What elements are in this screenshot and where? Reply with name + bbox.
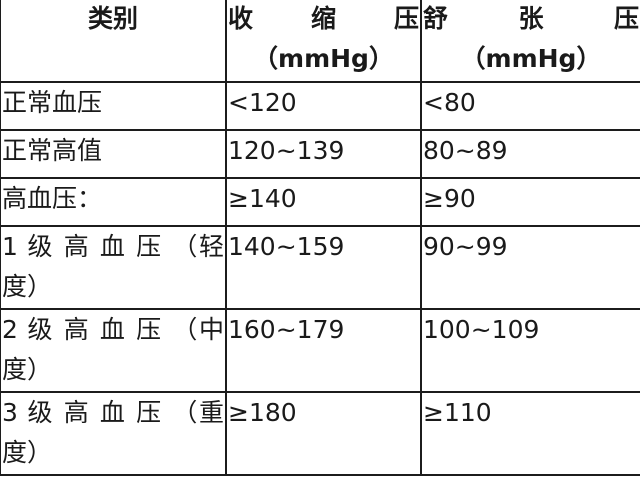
diastolic-cell: 90~99: [420, 225, 640, 310]
diastolic-cell: ≥90: [420, 177, 640, 227]
table-row: 正常高值 120~139 80~89: [0, 129, 640, 179]
systolic-cell: ≥140: [225, 177, 422, 227]
table-row: 2 级 高 血 压 （中 度） 160~179 100~109: [0, 308, 640, 393]
diastolic-cell: 80~89: [420, 129, 640, 179]
category-cell: 1 级 高 血 压 （轻 度）: [0, 225, 227, 310]
systolic-cell: 120~139: [225, 129, 422, 179]
systolic-cell: <120: [225, 81, 422, 131]
table-row: 1 级 高 血 压 （轻 度） 140~159 90~99: [0, 225, 640, 310]
header-diastolic: 舒 张 压（mmHg）: [420, 0, 640, 83]
table-row: 高血压： ≥140 ≥90: [0, 177, 640, 227]
diastolic-cell: 100~109: [420, 308, 640, 393]
category-cell: 高血压：: [0, 177, 227, 227]
table-row: 3 级 高 血 压 （重 度） ≥180 ≥110: [0, 391, 640, 476]
header-category: 类别: [0, 0, 227, 83]
category-cell: 正常高值: [0, 129, 227, 179]
category-cell: 正常血压: [0, 81, 227, 131]
table-row: 正常血压 <120 <80: [0, 81, 640, 131]
diastolic-cell: ≥110: [420, 391, 640, 476]
diastolic-cell: <80: [420, 81, 640, 131]
systolic-cell: 160~179: [225, 308, 422, 393]
category-cell: 3 级 高 血 压 （重 度）: [0, 391, 227, 476]
systolic-cell: 140~159: [225, 225, 422, 310]
category-cell: 2 级 高 血 压 （中 度）: [0, 308, 227, 393]
header-row: 类别 收 缩 压（mmHg） 舒 张 压（mmHg）: [0, 0, 640, 83]
blood-pressure-table: 类别 收 缩 压（mmHg） 舒 张 压（mmHg） 正常血压 <120 <80…: [0, 0, 640, 476]
header-systolic: 收 缩 压（mmHg）: [225, 0, 422, 83]
systolic-cell: ≥180: [225, 391, 422, 476]
